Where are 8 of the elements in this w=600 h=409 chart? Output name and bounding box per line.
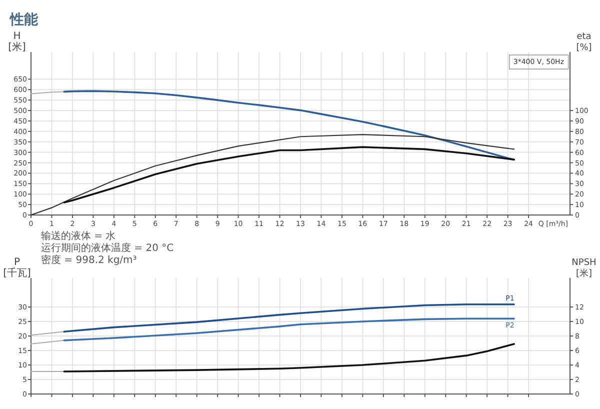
y-axis-title: P [千瓦]	[3, 257, 31, 279]
text: 密度 = 998.2 kg/m³	[41, 254, 137, 266]
text: 运行期间的液体温度 = 20 °C	[41, 242, 174, 254]
y2-axis-title: eta [%]	[576, 32, 592, 53]
chart-title: 性能	[9, 12, 39, 28]
text: 输送的液体 = 水	[41, 230, 116, 242]
y-axis-title: H [米]	[8, 31, 26, 53]
y2-axis-title: NPSH [米]	[572, 258, 596, 279]
